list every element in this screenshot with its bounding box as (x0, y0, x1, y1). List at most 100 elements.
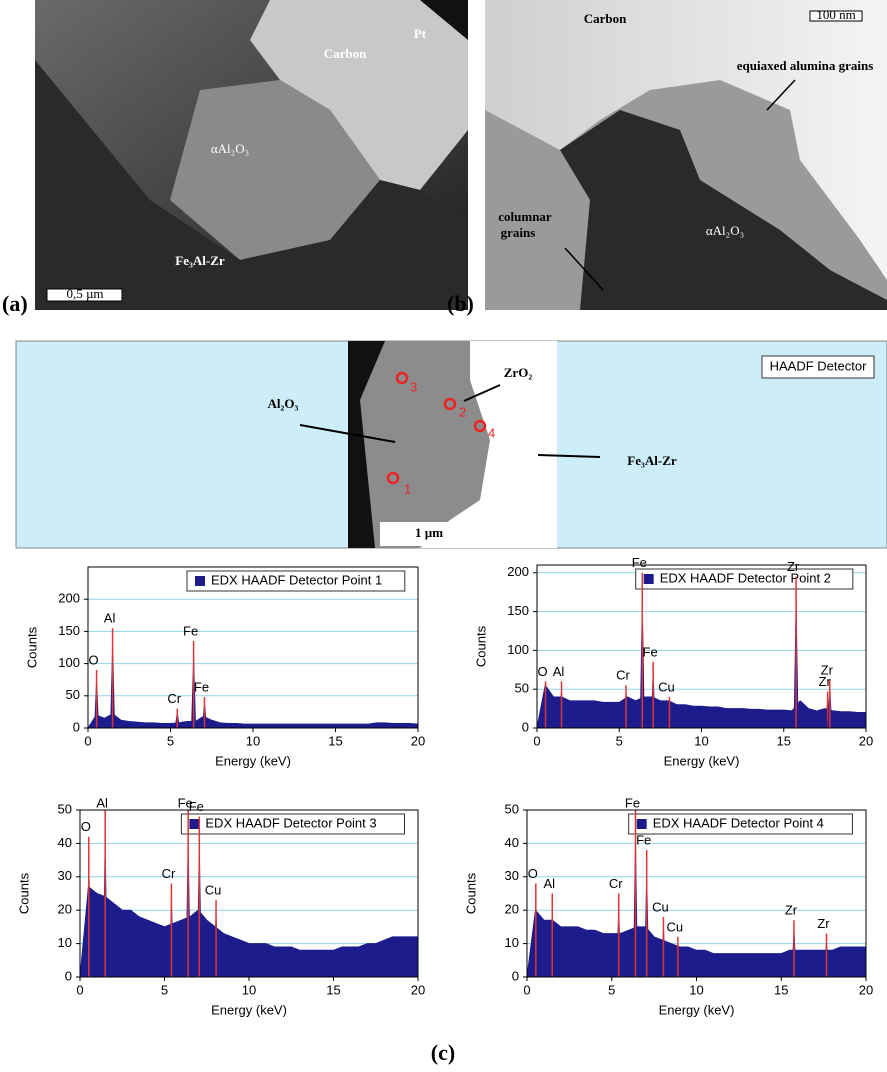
peak-label: Zr (817, 916, 830, 931)
y-tick-label: 10 (58, 935, 72, 950)
legend-swatch (189, 819, 200, 829)
spectrum-chart: 0 10 20 30 40 50 0 5 10 15 20 EDX HAADF Detector Po… (463, 795, 873, 1017)
x-tick-label: 15 (328, 733, 342, 748)
label-carbon: Carbon (584, 11, 627, 26)
x-tick-label: 10 (694, 733, 708, 748)
x-tick-label: 0 (533, 733, 540, 748)
point-label: 3 (410, 379, 417, 394)
y-tick-label: 200 (507, 564, 529, 579)
scale-bar (809, 10, 863, 22)
peak-label: Cr (167, 691, 181, 706)
y-axis-label: Counts (473, 625, 488, 667)
x-tick-label: 5 (616, 733, 623, 748)
legend-label: EDX HAADF Detector Point 2 (660, 570, 831, 585)
dark-area (348, 341, 385, 548)
label-alumina: αAl₂O₃ (211, 141, 249, 156)
y-tick-label: 20 (58, 902, 72, 917)
plot-frame (536, 564, 867, 729)
scale-bar (380, 522, 478, 546)
scale-bar (46, 288, 123, 302)
y-tick-label: 0 (522, 719, 529, 734)
legend-swatch (195, 576, 205, 586)
y-tick-label: 20 (505, 902, 519, 917)
x-tick-label: 15 (777, 733, 791, 748)
y-axis-label: Counts (16, 872, 31, 914)
x-tick-label: 20 (411, 733, 425, 748)
alumina-region (170, 80, 380, 260)
label-columnar: grains (501, 225, 536, 240)
spectrum-line (536, 684, 866, 729)
plot-frame (79, 809, 419, 978)
arrow (766, 79, 796, 111)
legend-swatch (636, 819, 647, 829)
x-tick-label: 20 (411, 982, 425, 997)
point-marker (473, 419, 487, 433)
legend-label: EDX HAADF Detector Point 3 (205, 815, 376, 830)
peak-label: Al (104, 611, 116, 626)
y-tick-label: 50 (505, 801, 519, 816)
panel-c-image: HAADF Detector Al₂O₃ ZrO₂ Fe₃Al-Zr 1 2 3… (15, 340, 887, 549)
panel-label: (a) (2, 291, 28, 316)
y-tick-label: 150 (58, 623, 80, 638)
panel-label: (c) (431, 1040, 455, 1065)
spectrum-line (526, 909, 866, 978)
peak-label: Cu (667, 919, 684, 934)
peak-label: Fe (183, 623, 198, 638)
label-carbon: Carbon (324, 46, 367, 61)
peak-label: Al (553, 664, 565, 679)
y-tick-label: 40 (58, 835, 72, 850)
label-substrate: Fe₃Al-Zr (175, 253, 225, 268)
point-marker (395, 371, 409, 385)
label-equiaxed: equiaxed alumina grains (737, 58, 874, 73)
y-tick-label: 40 (505, 835, 519, 850)
x-tick-label: 5 (608, 982, 615, 997)
detector-label: HAADF Detector (770, 358, 867, 373)
plot-frame (87, 566, 419, 729)
peak-label: Cr (162, 866, 176, 881)
plot-area (88, 567, 418, 728)
x-axis-label: Energy (keV) (211, 1002, 287, 1017)
x-tick-label: 0 (84, 733, 91, 748)
peak-label: Cr (616, 668, 630, 683)
legend-label: EDX HAADF Detector Point 4 (653, 815, 824, 830)
y-tick-label: 30 (505, 868, 519, 883)
y-tick-label: 0 (512, 968, 519, 983)
x-tick-label: 5 (161, 982, 168, 997)
carbon-region (250, 0, 468, 190)
peak-label: O (89, 652, 99, 667)
arrow (564, 247, 604, 291)
peak-label: Al (543, 876, 555, 891)
point-marker (443, 397, 457, 411)
spectrum-chart: 0 10 20 30 40 50 0 5 10 15 20 EDX HAADF Detector Po… (16, 795, 425, 1017)
peak-label: Cu (205, 883, 222, 898)
x-tick-label: 10 (246, 733, 260, 748)
arrow (463, 384, 501, 402)
peak-label: Al (96, 795, 108, 810)
legend-box (635, 568, 854, 590)
label-substrate: Fe₃Al-Zr (627, 453, 677, 468)
x-tick-label: 5 (167, 733, 174, 748)
peak-label: Zr (819, 674, 832, 689)
scale-bar-label: 100 nm (816, 7, 855, 22)
legend-box (186, 570, 406, 592)
x-tick-label: 10 (689, 982, 703, 997)
spectrum-fill (527, 910, 866, 977)
peak-label: Zr (821, 662, 834, 677)
y-tick-label: 0 (73, 719, 80, 734)
x-tick-label: 0 (523, 982, 530, 997)
x-tick-label: 0 (76, 982, 83, 997)
peak-label: Zr (787, 559, 800, 574)
peak-label: Fe (643, 644, 658, 659)
label-alumina: αAl₂O₃ (706, 223, 744, 238)
arrow (537, 454, 601, 458)
alumina-region (560, 110, 887, 310)
panel-a: Carbon Pt αAl₂O₃ Fe₃Al-Zr 0,5 µm (a) (2, 0, 468, 316)
y-tick-label: 50 (66, 687, 80, 702)
panel-b: Carbon 100 nm equiaxed alumina grains co… (447, 0, 887, 316)
spectrum-line (79, 885, 418, 978)
y-axis-label: Counts (463, 872, 478, 914)
x-tick-label: 15 (326, 982, 340, 997)
x-tick-label: 10 (242, 982, 256, 997)
y-tick-label: 100 (58, 655, 80, 670)
